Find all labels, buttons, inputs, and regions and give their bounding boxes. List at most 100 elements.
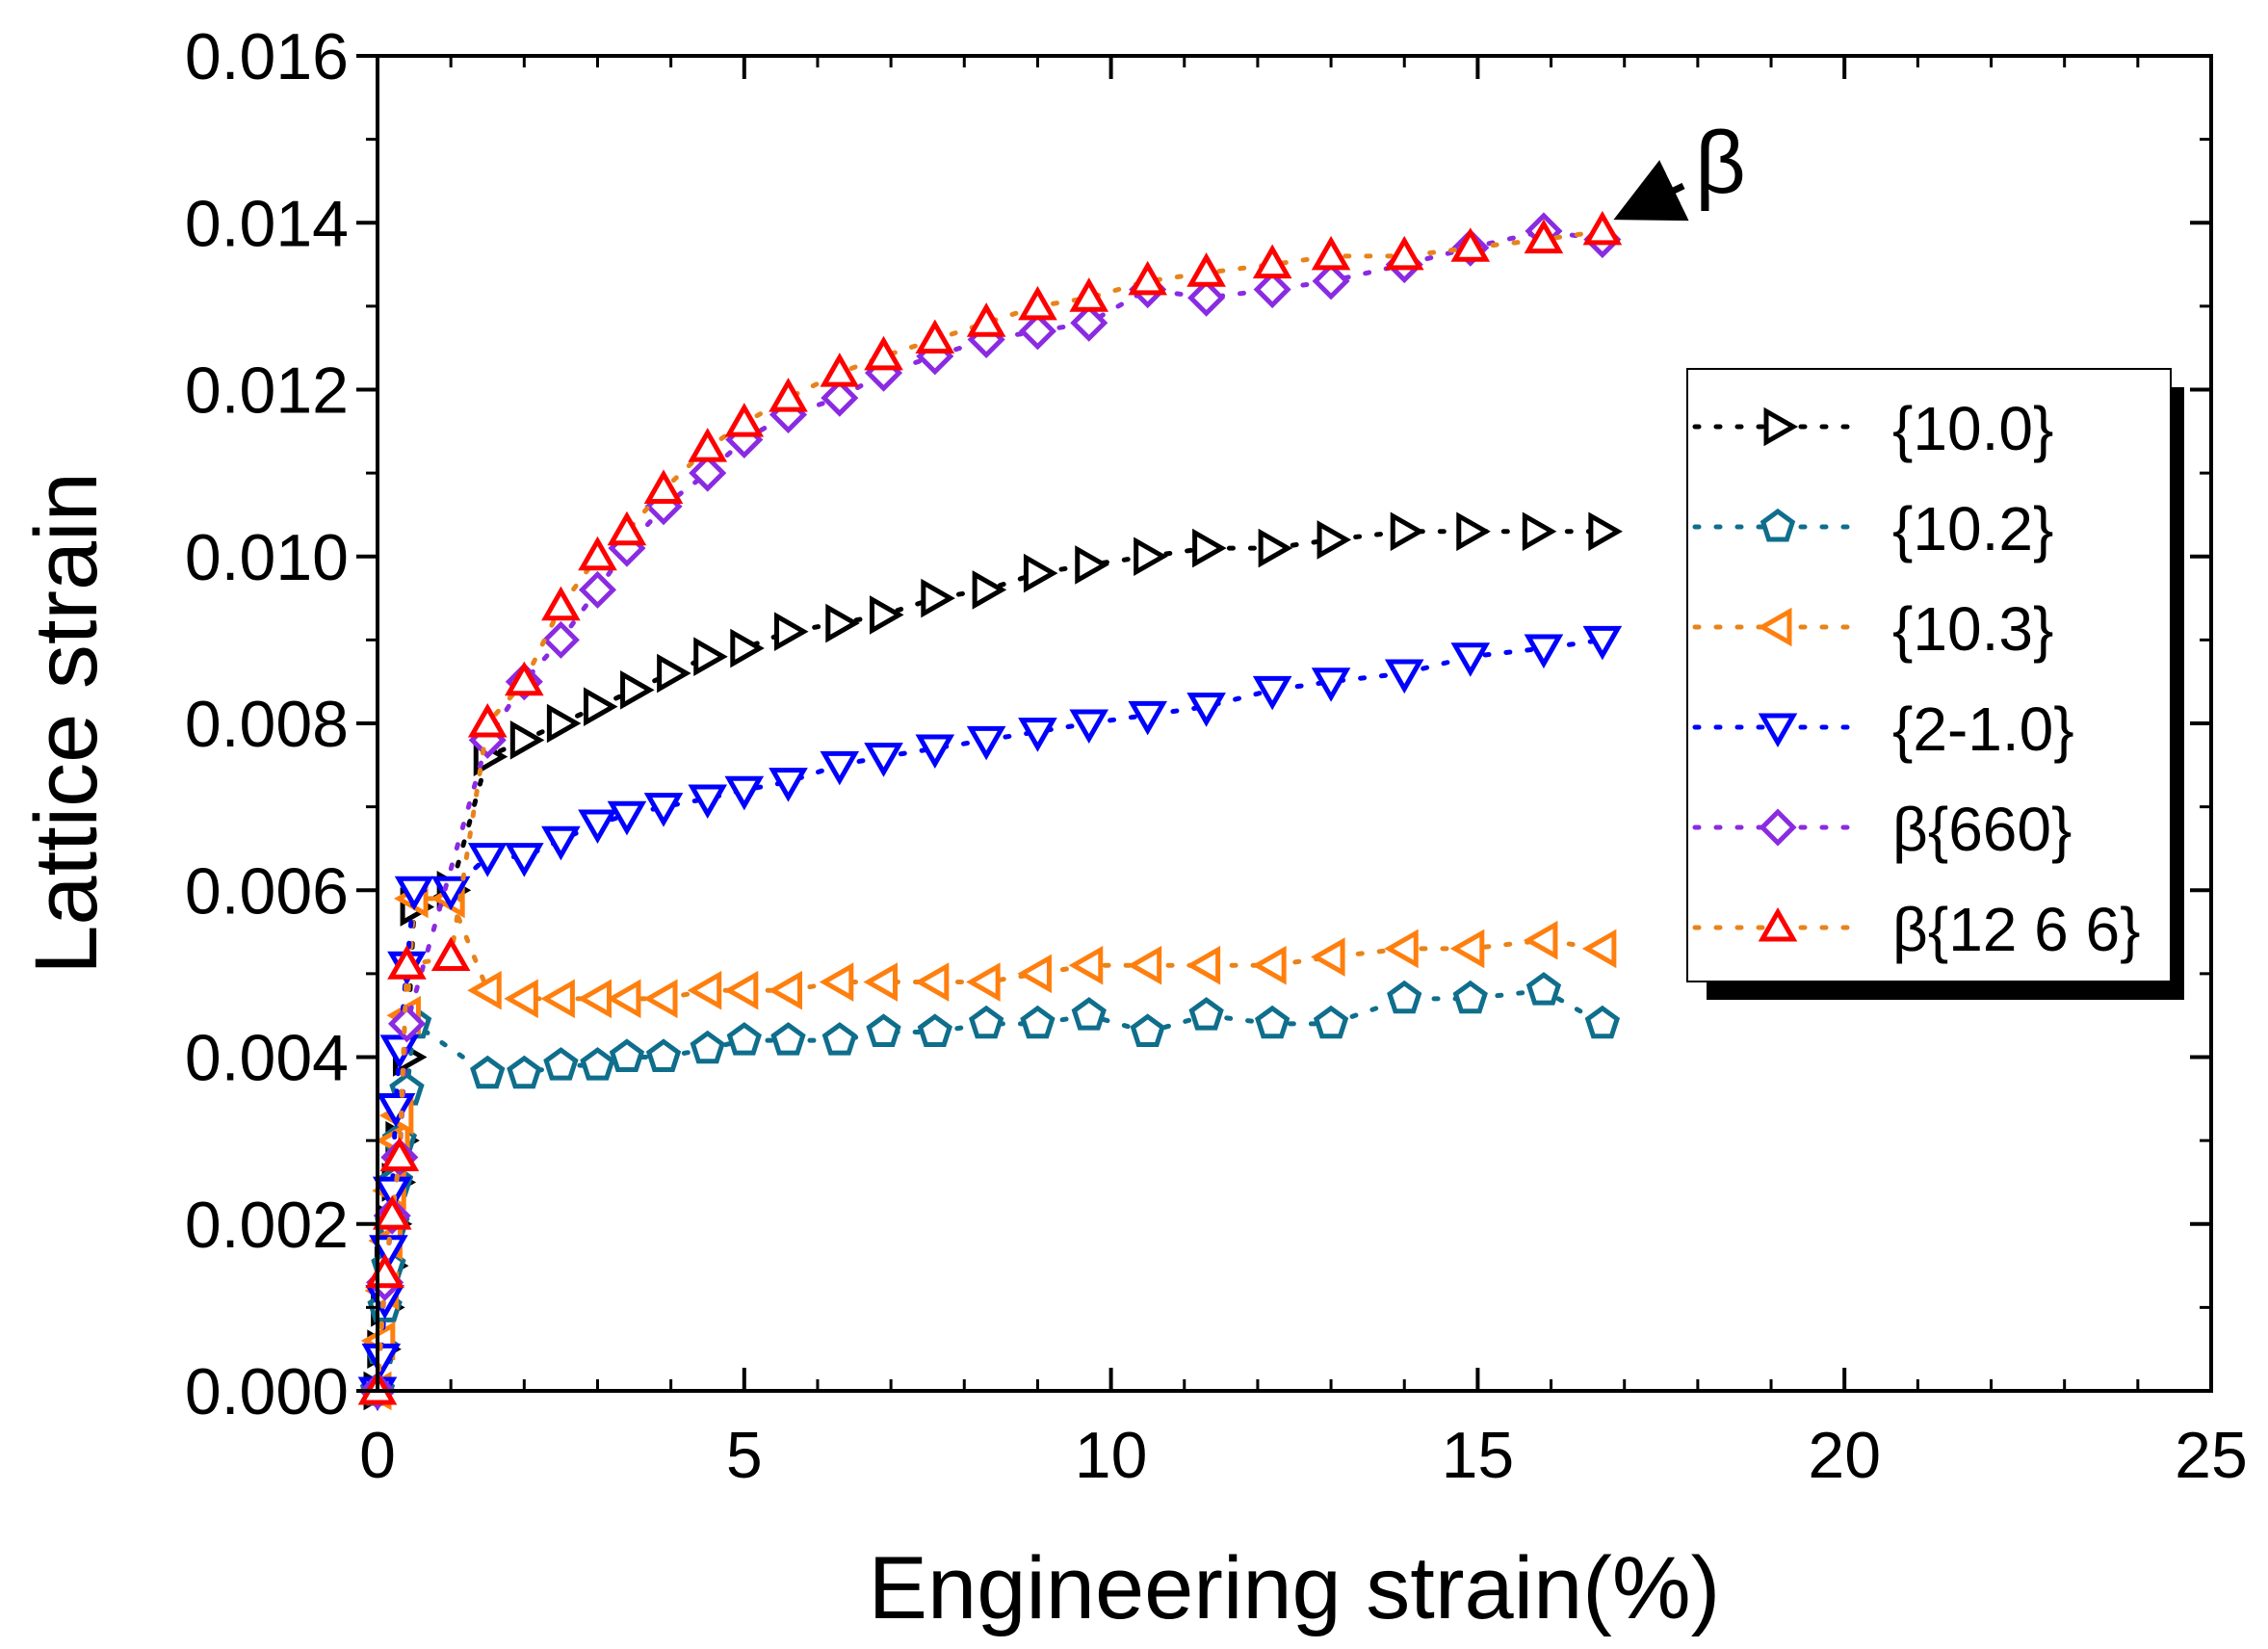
data-point: [724, 775, 765, 811]
data-point: [688, 428, 728, 462]
series-4: [358, 212, 1622, 1410]
data-point: [966, 302, 1006, 337]
data-point: [870, 595, 904, 635]
data-point: [1186, 945, 1221, 985]
data-point: [1524, 634, 1564, 669]
legend-label: {10.2}: [1892, 494, 2053, 563]
data-point: [726, 1022, 762, 1056]
legend-marker: [1757, 607, 1792, 647]
legend-item: {10.0}: [1692, 394, 2053, 463]
data-point: [642, 979, 678, 1019]
data-point: [1075, 545, 1109, 585]
data-point: [1582, 210, 1623, 246]
data-point: [915, 319, 955, 354]
data-point: [864, 743, 903, 777]
data-point: [966, 962, 1001, 1002]
data-point: [769, 378, 808, 412]
data-point: [914, 962, 950, 1002]
legend-label: β{660}: [1892, 795, 2072, 864]
data-point: [509, 720, 545, 760]
series-5: [357, 210, 1623, 1405]
data-point: [1186, 693, 1226, 727]
data-point: [1316, 520, 1352, 560]
data-point: [541, 620, 580, 659]
data-point: [372, 1176, 412, 1212]
data-point: [580, 1047, 615, 1081]
data-point: [1134, 537, 1168, 577]
data-point: [1588, 511, 1623, 552]
data-point: [863, 962, 899, 1002]
data-point: [1128, 260, 1167, 296]
data-point: [1069, 709, 1109, 745]
legend-label: {10.3}: [1892, 594, 2053, 664]
data-point: [1252, 244, 1292, 279]
data-point: [1582, 625, 1623, 661]
legend: {10.0} {10.2} {10.3} {2-1.0} β{660} β{12 6 6}: [1686, 368, 2184, 1000]
data-point: [1128, 700, 1167, 736]
data-point: [1312, 262, 1350, 301]
data-point: [505, 843, 544, 877]
data-point: [1384, 659, 1424, 694]
data-point: [1023, 553, 1058, 593]
data-point: [1020, 1005, 1056, 1039]
data-point: [505, 661, 544, 696]
data-point: [1450, 642, 1491, 677]
legend-items: {10.0} {10.2} {10.3} {2-1.0} β{660} β{12 6 6}: [1692, 394, 2141, 964]
data-point: [866, 1013, 901, 1047]
data-point: [387, 1005, 426, 1043]
data-point: [1127, 945, 1162, 985]
data-point: [1252, 675, 1292, 711]
data-point: [372, 1195, 412, 1230]
y-tick-label: 0.014: [185, 187, 349, 260]
data-point: [1017, 954, 1052, 994]
data-point: [1130, 1013, 1165, 1047]
data-point: [1186, 252, 1226, 287]
series-2: [356, 878, 1617, 1411]
legend-marker: [1759, 808, 1797, 847]
x-tick-label: 5: [726, 1419, 763, 1492]
data-point: [820, 750, 860, 786]
data-point: [819, 962, 854, 1002]
data-point: [917, 1013, 952, 1047]
data-point: [1387, 980, 1422, 1014]
data-point: [540, 979, 575, 1019]
data-point: [687, 970, 722, 1010]
data-point: [825, 603, 860, 643]
legend-label: {10.0}: [1892, 394, 2053, 463]
data-point: [430, 876, 471, 911]
data-point: [1188, 997, 1224, 1031]
data-point: [645, 1038, 682, 1072]
data-point: [730, 628, 765, 668]
y-tick-label: 0.010: [185, 521, 349, 594]
data-point: [1258, 528, 1293, 568]
data-point: [1068, 945, 1104, 985]
series-line: [375, 228, 1605, 1394]
data-point: [379, 1137, 420, 1171]
data-point: [1452, 980, 1488, 1014]
data-point: [769, 768, 808, 802]
legend-item: β{660}: [1692, 795, 2072, 864]
data-point: [467, 702, 508, 738]
y-tick-label: 0.016: [185, 20, 349, 93]
data-point: [541, 825, 581, 861]
legend-marker: [1758, 713, 1798, 748]
x-tick-label: 15: [1442, 1419, 1515, 1492]
y-tick-label: 0.002: [185, 1189, 349, 1262]
data-point: [1384, 235, 1424, 271]
data-point: [609, 1038, 645, 1072]
legend-marker: [1763, 406, 1799, 447]
legend-item: {10.2}: [1692, 494, 2053, 563]
data-point: [1313, 1005, 1349, 1039]
data-point: [689, 454, 727, 492]
x-tick-label: 25: [2175, 1419, 2248, 1492]
data-point: [688, 784, 728, 820]
data-point: [578, 809, 617, 844]
data-point: [1018, 312, 1056, 351]
beta-annotation-arrow: [1613, 160, 1689, 222]
legend-item: {2-1.0}: [1692, 694, 2074, 764]
x-axis-title: Engineering strain(%): [869, 1539, 1721, 1637]
legend-label: β{12 6 6}: [1892, 895, 2141, 964]
data-point: [693, 637, 728, 677]
